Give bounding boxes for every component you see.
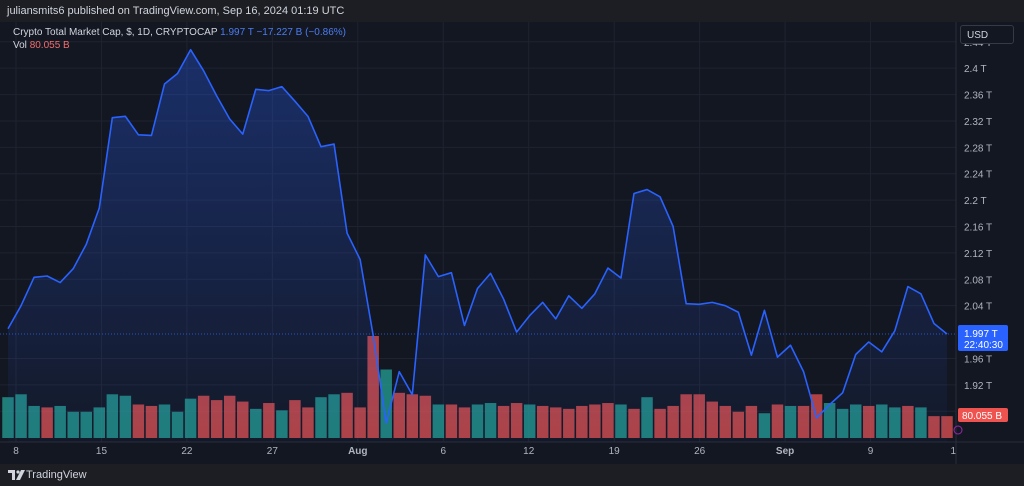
y-axis-label: 1.96 T: [964, 354, 992, 365]
y-axis-label: 2.12 T: [964, 249, 992, 260]
legend-volume-row: Vol 80.055 B: [13, 40, 70, 51]
y-axis-label: 1.92 T: [964, 381, 992, 392]
publisher-text: juliansmits6 published on TradingView.co…: [7, 5, 345, 17]
y-axis-label: 2.32 T: [964, 117, 992, 128]
legend-vol-value: 80.055 B: [29, 40, 70, 51]
legend-symbol[interactable]: Crypto Total Market Cap, $, 1D, CRYPTOCA…: [13, 27, 218, 38]
current-price-label-box: [958, 325, 1008, 352]
x-axis-label: 15: [96, 446, 108, 457]
x-axis-label: 19: [609, 446, 621, 457]
tradingview-logo-icon[interactable]: [8, 469, 26, 481]
x-axis-label: 6: [440, 446, 446, 457]
y-axis-label: 2.36 T: [964, 91, 992, 102]
y-axis-label: 2.08 T: [964, 275, 992, 286]
x-axis-label: 27: [267, 446, 279, 457]
x-axis-label: 1: [950, 446, 956, 457]
volume-bar: [380, 369, 392, 438]
price-line[interactable]: [7, 48, 948, 424]
currency-button[interactable]: USD: [960, 25, 1014, 44]
y-axis-label: 2.4 T: [964, 64, 987, 75]
y-axis-label: 2.04 T: [964, 302, 992, 313]
bar-countdown-label: 22:40:30: [964, 340, 1003, 351]
legend-vol-label[interactable]: Vol: [13, 40, 27, 51]
price-area-fill: [8, 49, 947, 443]
x-axis-label: Sep: [776, 446, 794, 457]
x-axis-label: 22: [181, 446, 193, 457]
x-axis-label: 26: [694, 446, 706, 457]
tradingview-brand[interactable]: TradingView: [26, 469, 87, 481]
y-axis-label: 2.16 T: [964, 223, 992, 234]
legend-symbol-row: Crypto Total Market Cap, $, 1D, CRYPTOCA…: [13, 27, 346, 38]
x-axis-label: 8: [13, 446, 19, 457]
x-axis-label: 12: [523, 446, 535, 457]
y-axis-label: 2.24 T: [964, 170, 992, 181]
y-axis-label: 2.2 T: [964, 196, 987, 207]
publisher-header: juliansmits6 published on TradingView.co…: [0, 0, 1024, 22]
y-axis-label: 2.28 T: [964, 143, 992, 154]
axis-settings-icon[interactable]: [953, 425, 963, 435]
current-volume-label-box: [958, 408, 1008, 422]
current-volume-label: 80.055 B: [962, 411, 1002, 422]
legend-value: 1.997 T: [220, 27, 254, 38]
footer: TradingView: [0, 464, 1024, 486]
x-axis-label: Aug: [348, 446, 367, 457]
current-price-label: 1.997 T: [964, 329, 998, 340]
x-axis-label: 9: [868, 446, 874, 457]
legend-change: −17.227 B (−0.86%): [256, 27, 346, 38]
